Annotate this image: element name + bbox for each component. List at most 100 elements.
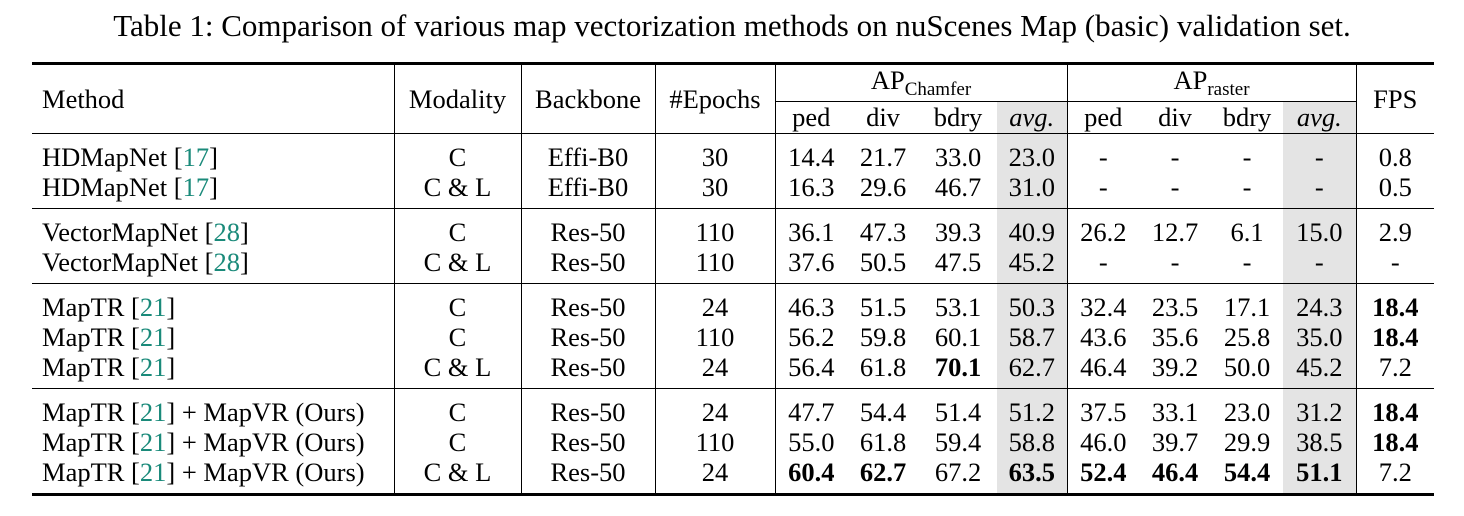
cell-chamfer-ped: 37.6 — [788, 247, 835, 277]
cell-raster-ped: 52.4 — [1067, 457, 1139, 496]
cell-chamfer-bdry: 33.0 — [919, 133, 997, 172]
cell-chamfer-bdry: 70.1 — [934, 352, 982, 382]
cell-modality: C — [394, 283, 522, 322]
citation-link[interactable]: 17 — [182, 142, 210, 172]
table-row: MapTR [21] C Res-50 110 56.2 59.8 60.1 58.7 43.6… — [32, 322, 1434, 352]
cell-raster-div: 23.5 — [1139, 283, 1211, 322]
cell-chamfer-ped: 55.0 — [788, 427, 835, 457]
cell-raster-ped: 26.2 — [1067, 208, 1139, 247]
cell-modality: C — [394, 133, 522, 172]
cell-raster-bdry: 17.1 — [1211, 283, 1283, 322]
header-row: Method Modality Backbone #Epochs APChamf… — [32, 62, 1435, 134]
cell-chamfer-avg: 50.3 — [997, 283, 1068, 322]
method-name: MapTR [ — [42, 397, 140, 427]
cell-backbone: Res-50 — [521, 352, 656, 389]
cell-fps: 18.4 — [1372, 427, 1419, 457]
subheader-raster-div: div — [1158, 102, 1192, 132]
cell-epochs: 30 — [655, 133, 776, 172]
results-table-container: Method Modality Backbone #Epochs APChamf… — [32, 62, 1435, 496]
cell-modality: C & L — [394, 457, 522, 496]
cell-fps: 18.4 — [1356, 388, 1435, 427]
cell-raster-ped: 37.5 — [1067, 388, 1139, 427]
method-suffix: ] — [166, 352, 176, 382]
header-modality: Modality — [394, 62, 522, 134]
cell-raster-avg: 24.3 — [1283, 283, 1357, 322]
cell-backbone: Effi-B0 — [521, 133, 656, 172]
cell-modality: C & L — [394, 172, 522, 209]
cell-backbone: Res-50 — [521, 283, 656, 322]
cell-fps: 7.2 — [1356, 457, 1435, 496]
cell-chamfer-ped: 36.1 — [775, 208, 847, 247]
header-ap-raster: APraster — [1067, 62, 1357, 102]
cell-raster-bdry: 23.0 — [1211, 388, 1283, 427]
method-suffix: ] — [209, 172, 218, 202]
cell-chamfer-avg: 51.2 — [997, 388, 1068, 427]
cell-epochs: 24 — [655, 388, 776, 427]
citation-link[interactable]: 21 — [139, 457, 167, 487]
cell-chamfer-bdry: 53.1 — [919, 283, 997, 322]
cell-chamfer-avg: 31.0 — [997, 172, 1068, 209]
citation-link[interactable]: 21 — [139, 397, 167, 427]
header-epochs: #Epochs — [655, 62, 776, 134]
cell-chamfer-ped: 56.2 — [788, 322, 835, 352]
cell-chamfer-avg: 40.9 — [997, 208, 1068, 247]
cell-modality: C — [394, 388, 522, 427]
cell-raster-div: 12.7 — [1139, 208, 1211, 247]
citation-link[interactable]: 17 — [182, 172, 210, 202]
cell-chamfer-div: 51.5 — [847, 283, 919, 322]
citation-link[interactable]: 28 — [213, 217, 240, 247]
table-caption: Table 1: Comparison of various map vecto… — [113, 8, 1351, 43]
method-suffix: ] — [166, 322, 176, 352]
cell-raster-avg: 31.2 — [1283, 388, 1357, 427]
cell-backbone: Effi-B0 — [521, 172, 656, 209]
cell-fps: 7.2 — [1378, 352, 1412, 382]
table-row: MapTR [21] C Res-50 24 46.3 51.5 53.1 50.3 32.4 2… — [32, 283, 1435, 322]
ap-chamfer-subscript: Chamfer — [904, 79, 972, 100]
cell-chamfer-div: 61.8 — [859, 352, 907, 382]
cell-method: HDMapNet [17] — [32, 172, 395, 209]
cell-chamfer-div: 59.8 — [859, 322, 907, 352]
cell-chamfer-avg: 58.8 — [997, 427, 1068, 457]
table-row: MapTR [21] + MapVR (Ours) C & L Res-50 24 60… — [32, 457, 1435, 496]
cell-chamfer-ped: 56.4 — [788, 352, 835, 382]
cell-raster-div: 39.7 — [1151, 427, 1199, 457]
cell-epochs: 110 — [655, 427, 776, 457]
cell-raster-avg: - — [1283, 133, 1357, 172]
citation-link[interactable]: 21 — [139, 427, 167, 457]
citation-link[interactable]: 21 — [139, 352, 167, 382]
cell-method: VectorMapNet [28] — [32, 208, 395, 247]
cell-backbone: Res-50 — [521, 457, 656, 496]
cell-chamfer-bdry: 60.1 — [934, 322, 982, 352]
cell-method: VectorMapNet [28] — [32, 247, 395, 284]
cell-fps: 0.8 — [1356, 133, 1435, 172]
cell-raster-bdry: - — [1242, 247, 1252, 277]
cell-raster-bdry: 50.0 — [1223, 352, 1271, 382]
cell-raster-div: 33.1 — [1139, 388, 1211, 427]
cell-chamfer-ped: 47.7 — [775, 388, 847, 427]
cell-raster-div: 39.2 — [1151, 352, 1199, 382]
subheader-row: ped div bdry avg. ped div bdry avg. — [32, 101, 1434, 134]
cell-chamfer-avg: 45.2 — [997, 247, 1068, 284]
header-fps: FPS — [1356, 62, 1435, 134]
cell-chamfer-avg: 62.7 — [997, 352, 1068, 389]
cell-backbone: Res-50 — [521, 247, 656, 284]
cell-raster-ped: - — [1067, 133, 1139, 172]
cell-raster-ped: 46.4 — [1080, 352, 1127, 382]
ap-chamfer-main: AP — [870, 65, 905, 95]
citation-link[interactable]: 21 — [139, 322, 167, 352]
citation-link[interactable]: 28 — [213, 247, 240, 277]
method-suffix: ] — [166, 292, 176, 322]
cell-raster-avg: 15.0 — [1283, 208, 1357, 247]
ap-raster-subscript: raster — [1207, 79, 1250, 100]
method-name: VectorMapNet [ — [42, 217, 214, 247]
cell-epochs: 30 — [655, 172, 776, 209]
cell-chamfer-avg: 23.0 — [997, 133, 1068, 172]
cell-raster-ped: 46.0 — [1080, 427, 1127, 457]
cell-chamfer-ped: 14.4 — [775, 133, 847, 172]
cell-chamfer-bdry: 39.3 — [919, 208, 997, 247]
method-name: MapTR [ — [42, 292, 140, 322]
method-name: MapTR [ — [42, 457, 140, 487]
citation-link[interactable]: 21 — [139, 292, 167, 322]
cell-chamfer-bdry: 59.4 — [934, 427, 982, 457]
cell-raster-avg: 35.0 — [1283, 322, 1357, 352]
